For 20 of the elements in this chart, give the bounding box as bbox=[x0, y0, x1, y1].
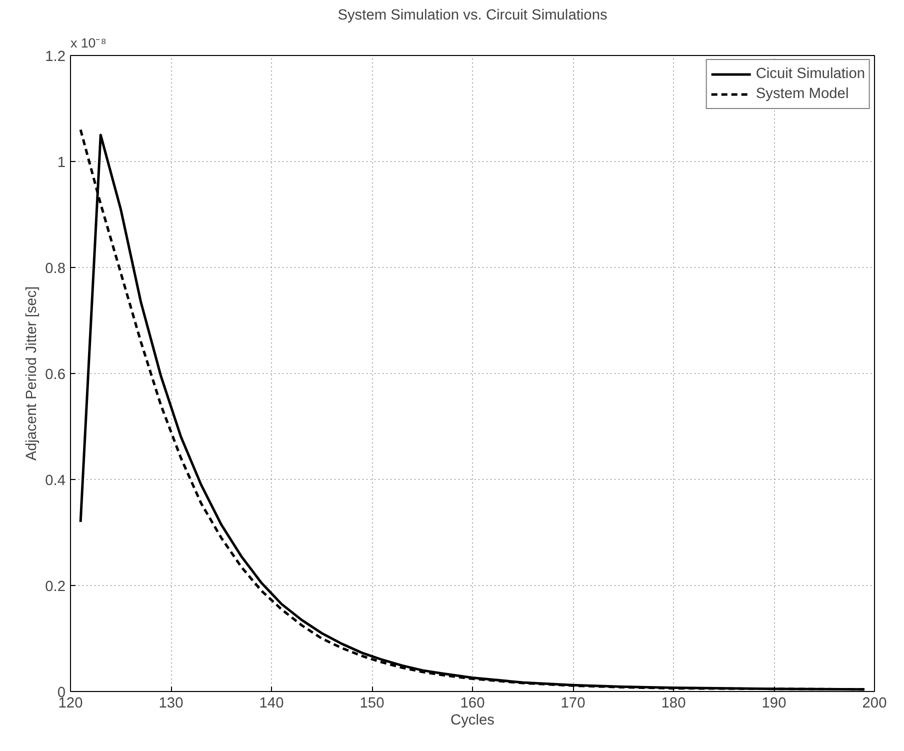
x-tick-label: 160 bbox=[460, 696, 485, 712]
x-tick-label: 130 bbox=[158, 696, 184, 712]
x-tick-label: 150 bbox=[360, 696, 384, 712]
x-tick-label: 200 bbox=[862, 696, 887, 712]
y-tick-label: 0.6 bbox=[45, 367, 66, 383]
chart-title: System Simulation vs. Circuit Simulations bbox=[338, 8, 608, 24]
legend-label: System Model bbox=[756, 86, 849, 102]
y-axis-title: Adjacent Period Jitter [sec] bbox=[24, 286, 40, 461]
x-tick-label: 190 bbox=[762, 696, 786, 712]
text: x 10⁻⁸ bbox=[70, 36, 106, 50]
x-tick-label: 180 bbox=[661, 696, 686, 712]
y-tick-label: 1.2 bbox=[45, 49, 66, 65]
x-axis-title: Cycles bbox=[450, 712, 494, 728]
x-tick-label: 140 bbox=[259, 696, 284, 712]
y-tick-label: 1 bbox=[57, 155, 66, 171]
x-tick-label: 170 bbox=[560, 696, 586, 712]
legend-label: Cicuit Simulation bbox=[756, 66, 865, 82]
y-tick-label: 0.2 bbox=[45, 579, 66, 595]
y-tick-label: 0.4 bbox=[45, 473, 66, 489]
y-tick-label: 0.8 bbox=[45, 261, 66, 277]
